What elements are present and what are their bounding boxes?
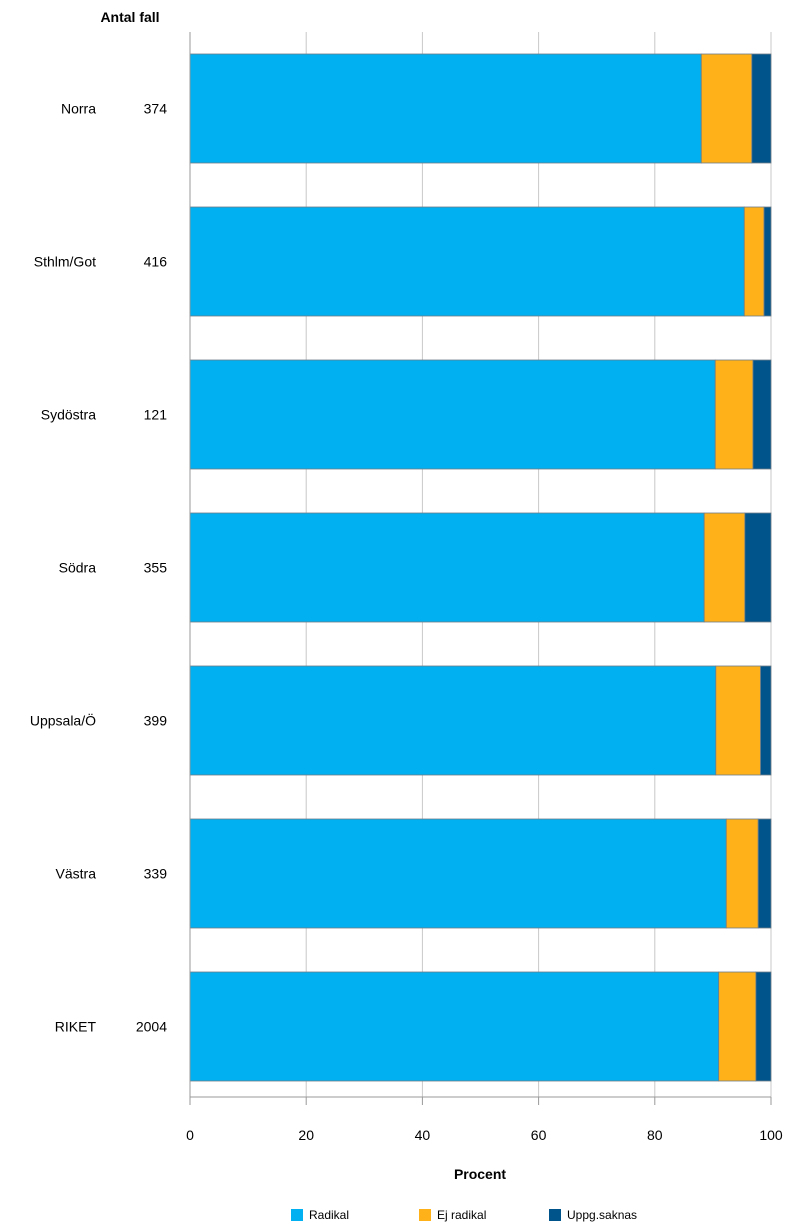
count-label: 339 — [144, 866, 168, 882]
bar-segment — [743, 206, 765, 317]
count-label: 2004 — [136, 1019, 167, 1035]
bar-segment — [700, 53, 753, 164]
legend-item: Uppg.saknas — [549, 1208, 637, 1222]
bar-segment — [752, 359, 772, 470]
legend-swatch — [549, 1209, 561, 1221]
legend-item: Radikal — [291, 1208, 349, 1222]
legend-label: Radikal — [309, 1208, 350, 1222]
bar-segment — [189, 665, 717, 776]
count-label: 355 — [144, 560, 168, 576]
bar-segment — [725, 818, 759, 929]
bar-segment — [189, 512, 705, 623]
x-tick-label: 40 — [415, 1127, 431, 1143]
count-label: 121 — [144, 407, 168, 423]
count-label: 416 — [144, 254, 168, 270]
x-axis-label: Procent — [454, 1166, 506, 1182]
x-tick-label: 20 — [298, 1127, 314, 1143]
count-label: 399 — [144, 713, 168, 729]
bar-segment — [189, 359, 716, 470]
bar-segment — [751, 53, 772, 164]
category-label: Uppsala/Ö — [30, 712, 96, 729]
bar-segment — [189, 53, 702, 164]
bar-segment — [755, 971, 772, 1082]
legend-label: Uppg.saknas — [567, 1208, 638, 1222]
bar-segment — [718, 971, 757, 1082]
category-label: Norra — [61, 101, 96, 117]
legend-item: Ej radikal — [419, 1208, 486, 1222]
count-header: Antal fall — [100, 9, 159, 25]
bar-segment — [189, 206, 745, 317]
x-tick-label: 60 — [531, 1127, 547, 1143]
category-label: Sydöstra — [41, 407, 96, 423]
bar-segment — [714, 359, 754, 470]
category-label: Sthlm/Got — [34, 254, 96, 270]
legend-swatch — [291, 1209, 303, 1221]
bar-segment — [757, 818, 772, 929]
bar-segment — [763, 206, 772, 317]
count-label: 374 — [144, 101, 168, 117]
category-label: RIKET — [55, 1019, 97, 1035]
legend: Radikal Ej radikal Uppg.saknas — [0, 1208, 790, 1224]
category-label: Södra — [59, 560, 97, 576]
legend-label: Ej radikal — [437, 1208, 487, 1222]
category-label: Västra — [56, 866, 97, 882]
x-tick-label: 0 — [186, 1127, 194, 1143]
bar-segment — [703, 512, 746, 623]
bar-segment — [715, 665, 761, 776]
bar-segment — [189, 818, 727, 929]
legend-swatch — [419, 1209, 431, 1221]
x-tick-label: 80 — [647, 1127, 663, 1143]
stacked-bar-chart: Antal fall Norra 374 Sthlm/Got 416 Sydöstra 12… — [30, 9, 783, 1182]
bar-segment — [189, 971, 720, 1082]
x-tick-label: 100 — [759, 1127, 783, 1143]
bar-segment — [744, 512, 772, 623]
bar-segment — [760, 665, 772, 776]
